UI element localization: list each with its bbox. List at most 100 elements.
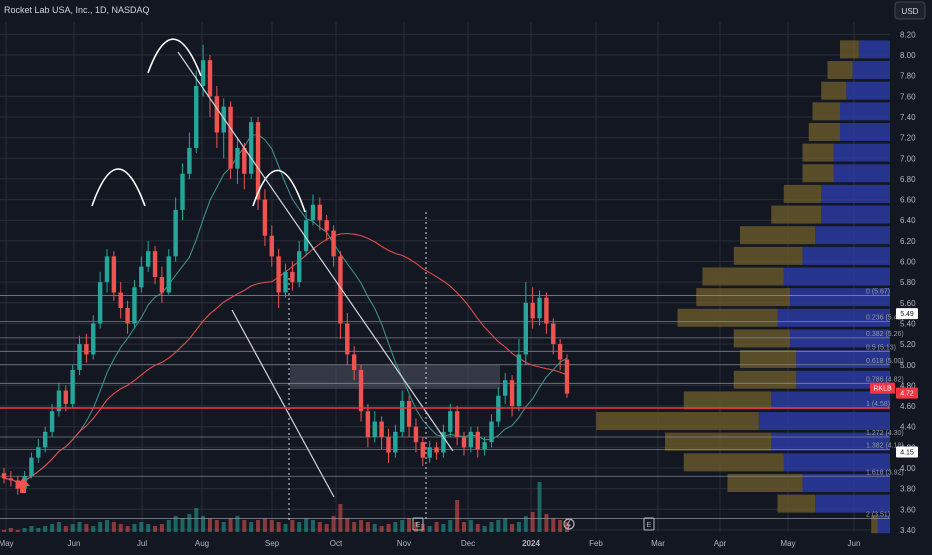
currency-label: USD: [902, 7, 919, 16]
volume-bar: [475, 524, 480, 532]
profile-bar-up: [852, 61, 890, 80]
candle-body: [91, 323, 96, 355]
candle-body: [413, 426, 419, 443]
profile-bar-up: [790, 329, 890, 348]
candle-body: [454, 411, 460, 438]
volume-bar: [77, 522, 82, 532]
x-tick-label: May: [780, 539, 795, 548]
candle-body: [400, 400, 405, 432]
currency-box[interactable]: [894, 1, 926, 20]
candle-body: [194, 86, 199, 148]
y-tick-label: 8.00: [900, 51, 916, 60]
volume-bar: [304, 518, 309, 532]
x-tick-label: Dec: [461, 539, 475, 548]
volume-bar: [8, 528, 13, 532]
volume-bar: [482, 526, 487, 532]
profile-bar-down: [821, 81, 847, 100]
buy-arrow-icon: [16, 478, 30, 493]
candle-body: [324, 220, 329, 231]
candle-body: [118, 292, 123, 308]
earnings-letter: E: [416, 522, 421, 529]
volume-bars: [2, 482, 569, 532]
candle-body: [331, 230, 336, 257]
fib-label: 0.786 (4.82): [866, 376, 904, 383]
x-tick-label: Sep: [265, 539, 280, 548]
candle-body: [537, 297, 542, 319]
volume-bar: [352, 522, 357, 532]
volume-bar: [22, 528, 27, 532]
candle-body: [303, 220, 309, 252]
profile-bar-down: [871, 515, 878, 534]
candle-body: [468, 431, 474, 448]
y-tick-label: 7.60: [900, 92, 916, 101]
profile-bar-down: [696, 288, 790, 307]
volume-bar: [139, 522, 144, 532]
earnings-marker: [412, 517, 424, 531]
lightning-icon[interactable]: [563, 518, 575, 530]
y-tick-label: 5.60: [900, 299, 916, 308]
candle-body: [441, 431, 446, 453]
price-badge: [896, 308, 918, 320]
volume-bar: [386, 524, 391, 532]
candle-body: [70, 369, 75, 404]
candle-body: [489, 421, 494, 443]
profile-bar-down: [783, 184, 822, 203]
candle-body: [36, 447, 41, 458]
profile-bar-up: [796, 350, 890, 369]
candle-body: [564, 359, 570, 394]
candle-body: [159, 277, 165, 293]
volume-bar: [50, 524, 55, 532]
y-tick-label: 7.80: [900, 72, 916, 81]
candle-body: [317, 204, 323, 221]
y-tick-label: 4.40: [900, 423, 916, 432]
candle-body: [1, 473, 7, 479]
candle-body: [516, 354, 522, 407]
volume-bar: [317, 522, 322, 532]
profile-bar-down: [740, 226, 815, 245]
y-tick-label: 3.60: [900, 505, 916, 514]
candle-body: [365, 411, 371, 438]
left-shoulder-arc: [91, 168, 146, 207]
candle-body: [448, 411, 453, 432]
y-tick-label: 7.00: [900, 154, 916, 163]
price-badge-label: 4.72: [900, 391, 914, 398]
candle-body: [152, 251, 158, 277]
profile-bar-down: [683, 453, 784, 472]
candle-body: [297, 251, 302, 283]
volume-bar: [310, 520, 315, 532]
candle-body: [276, 256, 281, 293]
volume-bar: [125, 526, 130, 532]
volume-bar: [214, 520, 219, 532]
candle-body: [111, 256, 117, 293]
profile-bar-up: [771, 391, 890, 410]
candle-body: [235, 147, 240, 169]
volume-bar: [91, 526, 96, 532]
profile-bar-up: [802, 473, 890, 492]
profile-bar-down: [727, 473, 803, 492]
y-tick-label: 4.00: [900, 464, 916, 473]
candle-body: [214, 96, 220, 133]
candle-body: [358, 369, 364, 412]
volume-bar: [427, 526, 432, 532]
fib-label: 1.618 (3.92): [866, 469, 904, 476]
candle-body: [56, 390, 62, 412]
volume-bar: [544, 514, 549, 532]
lightning-bolt-icon: [566, 519, 571, 529]
axes: 8.20 8.00 7.80 7.60 7.40 7.20 7.00 6.80 6.60 6.40…: [0, 30, 916, 548]
candle-body: [269, 235, 274, 257]
volume-bar: [118, 524, 123, 532]
profile-bar-down: [665, 432, 772, 451]
candle-body: [551, 323, 556, 345]
profile-bar-down: [733, 329, 790, 348]
volume-bar: [324, 524, 329, 532]
candle-body: [338, 256, 343, 324]
volume-bar: [489, 522, 494, 532]
volume-bar: [84, 524, 89, 532]
volume-bar: [297, 522, 302, 532]
volume-bar: [372, 524, 377, 532]
profile-bar-down: [683, 391, 772, 410]
x-tick-label: Jun: [68, 539, 81, 548]
y-tick-label: 7.40: [900, 113, 916, 122]
fib-label: 1.272 (4.30): [866, 430, 904, 437]
